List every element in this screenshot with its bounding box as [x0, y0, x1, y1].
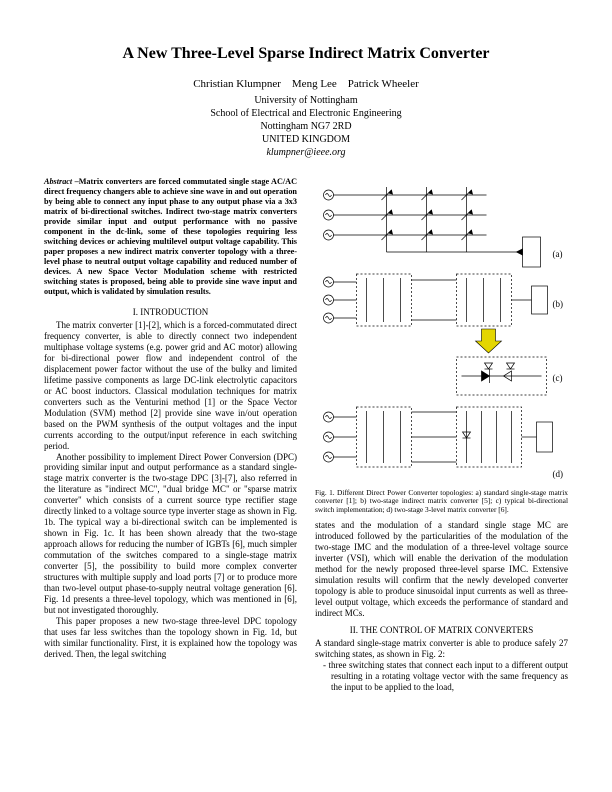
figure-1-svg: (a) [315, 177, 568, 487]
svg-text:(b): (b) [553, 299, 564, 309]
svg-text:(a): (a) [553, 249, 563, 259]
body-paragraph: The matrix converter [1]-[2], which is a… [44, 320, 297, 452]
right-column: (a) [315, 177, 568, 693]
bullet-item: - three switching states that connect ea… [315, 660, 568, 693]
body-paragraph: This paper proposes a new two-stage thre… [44, 616, 297, 660]
abstract-body: –Matrix converters are forced commutated… [44, 177, 297, 296]
affiliation-block: University of Nottingham School of Elect… [44, 94, 568, 159]
affiliation-line: Nottingham NG7 2RD [44, 120, 568, 133]
two-column-layout: Abstract –Matrix converters are forced c… [44, 177, 568, 693]
body-paragraph: Another possibility to implement Direct … [44, 452, 297, 617]
svg-text:(c): (c) [553, 373, 563, 383]
abstract-label: Abstract [44, 177, 72, 186]
section-heading-control: II. THE CONTROL OF MATRIX CONVERTERS [315, 625, 568, 636]
abstract: Abstract –Matrix converters are forced c… [44, 177, 297, 297]
affiliation-email: klumpner@ieee.org [44, 146, 568, 159]
section-heading-intro: I. INTRODUCTION [44, 307, 297, 318]
svg-text:(d): (d) [553, 469, 564, 479]
body-paragraph: states and the modulation of a standard … [315, 520, 568, 619]
authors-line: Christian Klumpner Meng Lee Patrick Whee… [44, 78, 568, 91]
body-paragraph: A standard single-stage matrix converter… [315, 638, 568, 660]
figure-1: (a) [315, 177, 568, 487]
page-title: A New Three-Level Sparse Indirect Matrix… [44, 44, 568, 64]
affiliation-line: UNITED KINGDOM [44, 133, 568, 146]
affiliation-line: School of Electrical and Electronic Engi… [44, 107, 568, 120]
figure-1-caption: Fig. 1. Different Direct Power Converter… [315, 489, 568, 515]
affiliation-line: University of Nottingham [44, 94, 568, 107]
left-column: Abstract –Matrix converters are forced c… [44, 177, 297, 693]
